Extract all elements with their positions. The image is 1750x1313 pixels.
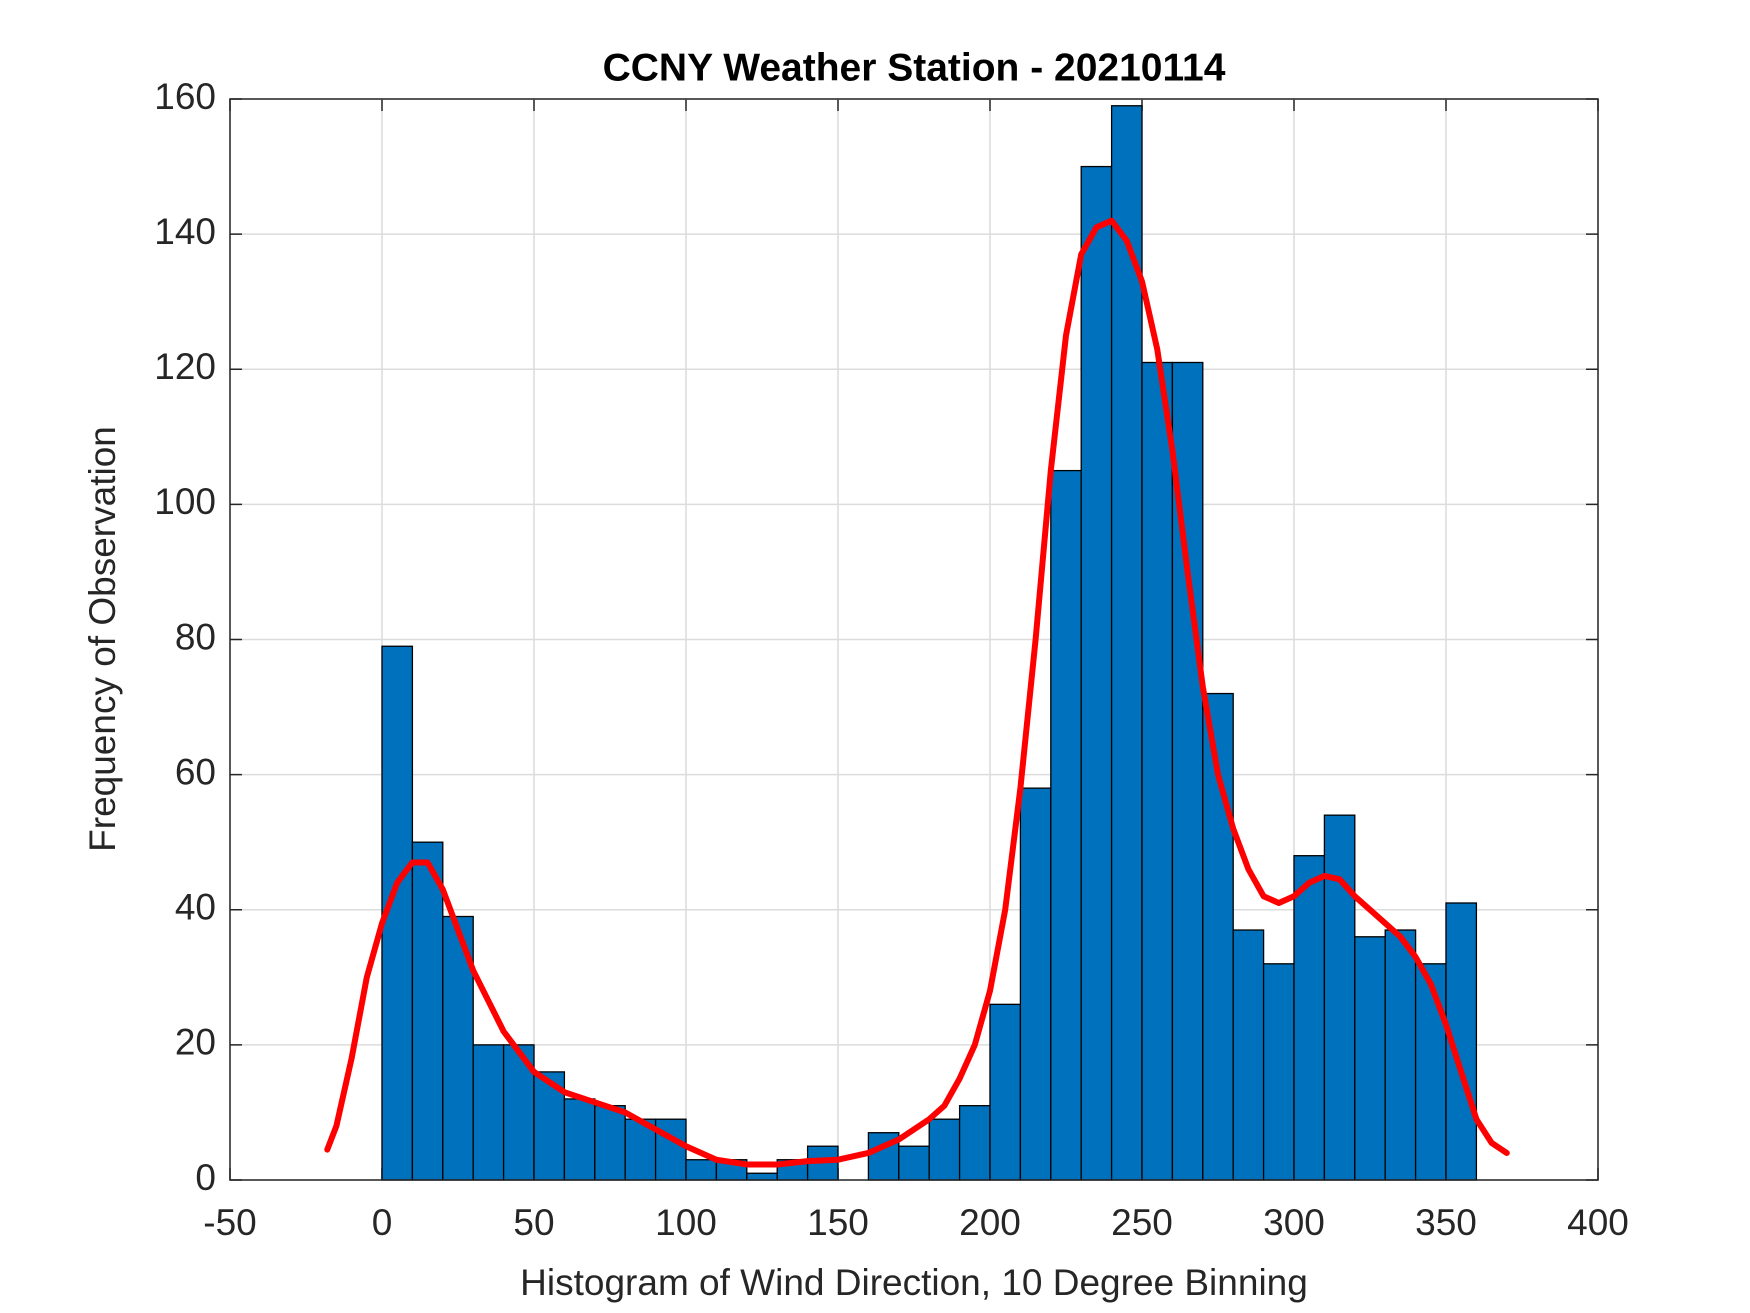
- x-tick-label: 100: [655, 1202, 717, 1243]
- x-tick-label: 200: [959, 1202, 1021, 1243]
- bar: [1262, 963, 1295, 1181]
- bar: [1354, 936, 1386, 1181]
- bar: [989, 1003, 1022, 1181]
- x-tick-label: 150: [807, 1202, 869, 1243]
- bar: [1141, 361, 1174, 1181]
- bar: [1110, 105, 1143, 1181]
- bar: [563, 1098, 596, 1181]
- y-tick-label: 40: [175, 887, 216, 928]
- bar: [1080, 165, 1113, 1181]
- x-tick-label: 400: [1567, 1202, 1629, 1243]
- x-tick-label: 0: [372, 1202, 393, 1243]
- density-line: [324, 217, 1510, 1168]
- bar: [654, 1118, 687, 1181]
- y-tick-label: 100: [154, 481, 216, 522]
- y-axis-label: Frequency of Observation: [82, 426, 123, 852]
- y-tick-label: 140: [154, 211, 216, 252]
- bar: [594, 1105, 626, 1181]
- x-tick-label: 250: [1111, 1202, 1173, 1243]
- bar: [411, 841, 444, 1181]
- bar: [958, 1105, 991, 1181]
- bar: [472, 1044, 505, 1181]
- y-tick-label: 20: [175, 1022, 216, 1063]
- bar: [928, 1118, 961, 1181]
- y-tick-label: 160: [154, 76, 216, 117]
- x-tick-label: 300: [1263, 1202, 1325, 1243]
- bar: [1232, 929, 1265, 1181]
- bar: [1323, 814, 1356, 1181]
- y-tick-label: 80: [175, 616, 216, 657]
- bar: [1019, 787, 1052, 1181]
- x-axis-label: Histogram of Wind Direction, 10 Degree B…: [520, 1262, 1308, 1303]
- bar: [1293, 855, 1326, 1181]
- x-tick-label: 50: [513, 1202, 554, 1243]
- bar: [898, 1145, 930, 1181]
- bar: [1050, 469, 1082, 1181]
- bar: [746, 1172, 778, 1181]
- chart-title: CCNY Weather Station - 20210114: [603, 46, 1226, 89]
- plot-frame: [229, 98, 1599, 1181]
- y-tick-label: 60: [175, 751, 216, 792]
- bar: [1414, 963, 1447, 1181]
- y-tick-label: 120: [154, 346, 216, 387]
- bar: [685, 1159, 718, 1181]
- x-tick-label: 350: [1415, 1202, 1477, 1243]
- x-tick-label: -50: [203, 1202, 256, 1243]
- y-tick-label: 0: [195, 1157, 216, 1198]
- bar: [1384, 929, 1417, 1181]
